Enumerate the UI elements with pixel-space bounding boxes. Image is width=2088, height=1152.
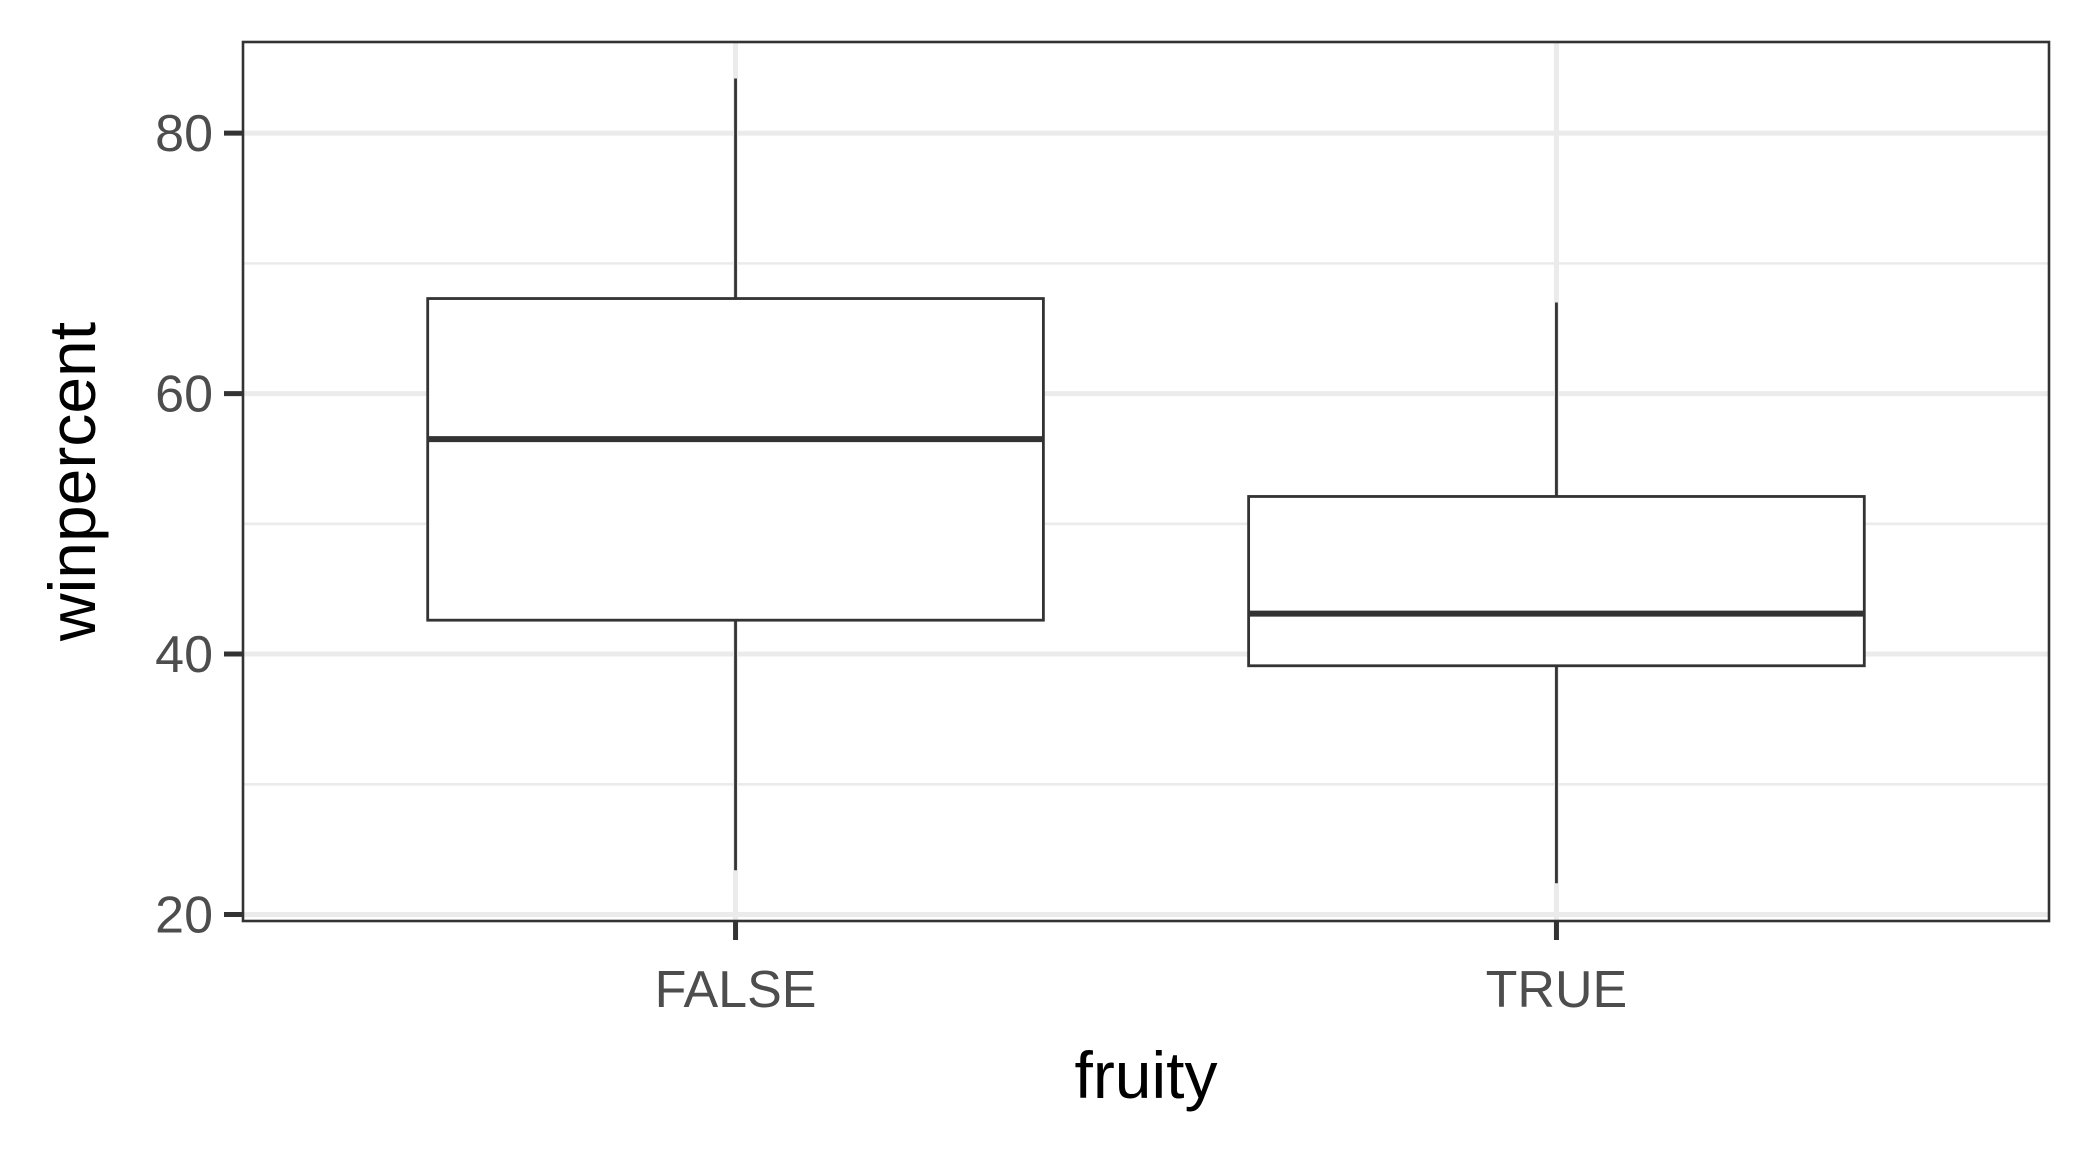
box-layer: [426, 78, 1866, 884]
y-tick-label: 40: [155, 626, 213, 684]
box-false: [426, 297, 1045, 622]
tick-layer: 20 40 60 80 FALSE TRUE: [155, 105, 1627, 1019]
y-tick-label: 20: [155, 886, 213, 944]
y-tick-label: 80: [155, 105, 213, 163]
y-tick-label: 60: [155, 366, 213, 424]
x-tick-label: FALSE: [655, 961, 817, 1019]
x-axis-title: fruity: [1074, 1038, 1217, 1112]
panel-border: [241, 40, 2051, 923]
x-tick-label: TRUE: [1486, 961, 1628, 1019]
box-true: [1247, 495, 1866, 668]
y-axis-title: winpercent: [35, 322, 109, 642]
